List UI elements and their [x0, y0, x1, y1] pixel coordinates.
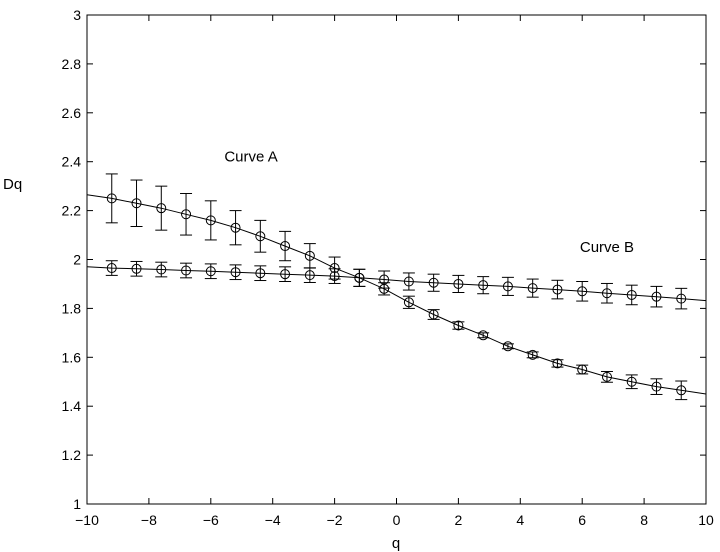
- series-2-point: [280, 269, 291, 280]
- series-1-point: [478, 330, 489, 341]
- series-2-point: [304, 270, 315, 281]
- series-2-point: [379, 274, 390, 285]
- x-tick-label: 6: [578, 512, 586, 528]
- x-tick-label: −10: [75, 512, 99, 528]
- series-1-point: [329, 263, 340, 274]
- series-2-point: [527, 283, 538, 294]
- y-tick-label: 3: [73, 7, 81, 23]
- series-1-point: [181, 209, 192, 220]
- series-2-point: [502, 281, 513, 292]
- series-2-point: [205, 266, 216, 277]
- series-1-point: [502, 341, 513, 352]
- series-1-point: [205, 215, 216, 226]
- error-bars: [105, 173, 688, 401]
- annotation-2: Curve B: [580, 239, 634, 256]
- series-2-point: [156, 264, 167, 275]
- y-tick-label: 2.4: [62, 154, 82, 170]
- series-1-point: [626, 376, 637, 387]
- series-1-point: [280, 241, 291, 252]
- plot-area: [86, 14, 707, 505]
- x-tick-label: 10: [698, 512, 714, 528]
- series-2-point: [403, 276, 414, 287]
- series-2-point: [255, 268, 266, 279]
- x-tick-label: −4: [265, 512, 281, 528]
- x-tick-label: −6: [203, 512, 219, 528]
- y-tick-label: 1.4: [62, 398, 82, 414]
- series-1-point: [577, 364, 588, 375]
- series-1-point: [552, 358, 563, 369]
- annotations: Curve A Curve B: [224, 149, 634, 256]
- series-2-point: [453, 278, 464, 289]
- series-1-point: [304, 250, 315, 261]
- y-tick-label: 1: [73, 496, 81, 512]
- series-curves: [86, 194, 707, 395]
- series-2-point: [651, 291, 662, 302]
- series-2-point: [329, 271, 340, 282]
- series-1-point: [601, 371, 612, 382]
- series-2-point: [478, 280, 489, 291]
- x-axis-label: q: [392, 535, 400, 552]
- annotation-1: Curve A: [224, 149, 277, 166]
- series-2-point: [577, 286, 588, 297]
- series-1-point: [156, 203, 167, 214]
- series-1-point: [428, 309, 439, 320]
- series-1-point: [651, 381, 662, 392]
- y-tick-label: 2.6: [62, 105, 82, 121]
- series-2-point: [181, 265, 192, 276]
- series-2-point: [131, 263, 142, 274]
- series-2-point: [552, 284, 563, 295]
- y-tick-label: 1.8: [62, 300, 82, 316]
- x-tick-label: 0: [393, 512, 401, 528]
- series-1-point: [255, 231, 266, 242]
- y-axis-label: Dq: [3, 176, 22, 193]
- series-1-line: [86, 194, 707, 395]
- series-1-point: [106, 193, 117, 204]
- y-tick-label: 1.6: [62, 349, 82, 365]
- x-tick-label: 2: [455, 512, 463, 528]
- y-tick-label: 2: [73, 252, 81, 268]
- series-1-point: [230, 222, 241, 233]
- data-markers: [106, 193, 687, 396]
- axis-ticks: −10 −8 −6 −4 −2 0 2 4 6 8 10 1 1.2 1.4 1.6 1.8 2 2.2 2.4 2.…: [62, 7, 714, 528]
- y-tick-label: 2.2: [62, 203, 82, 219]
- series-2-point: [428, 277, 439, 288]
- series-2-point: [601, 288, 612, 299]
- series-1-point: [676, 385, 687, 396]
- series-1-point: [453, 320, 464, 331]
- y-tick-label: 2.8: [62, 56, 82, 72]
- series-2-point: [106, 263, 117, 274]
- series-1-point: [527, 349, 538, 360]
- x-tick-label: −2: [327, 512, 343, 528]
- x-tick-label: 4: [516, 512, 524, 528]
- series-1-point: [403, 297, 414, 308]
- series-2-point: [626, 289, 637, 300]
- x-tick-label: 8: [640, 512, 648, 528]
- x-tick-label: −8: [141, 512, 157, 528]
- series-1-point: [131, 198, 142, 209]
- series-2-point: [676, 293, 687, 304]
- series-2-point: [354, 272, 365, 283]
- y-tick-label: 1.2: [62, 447, 82, 463]
- series-2-point: [230, 267, 241, 278]
